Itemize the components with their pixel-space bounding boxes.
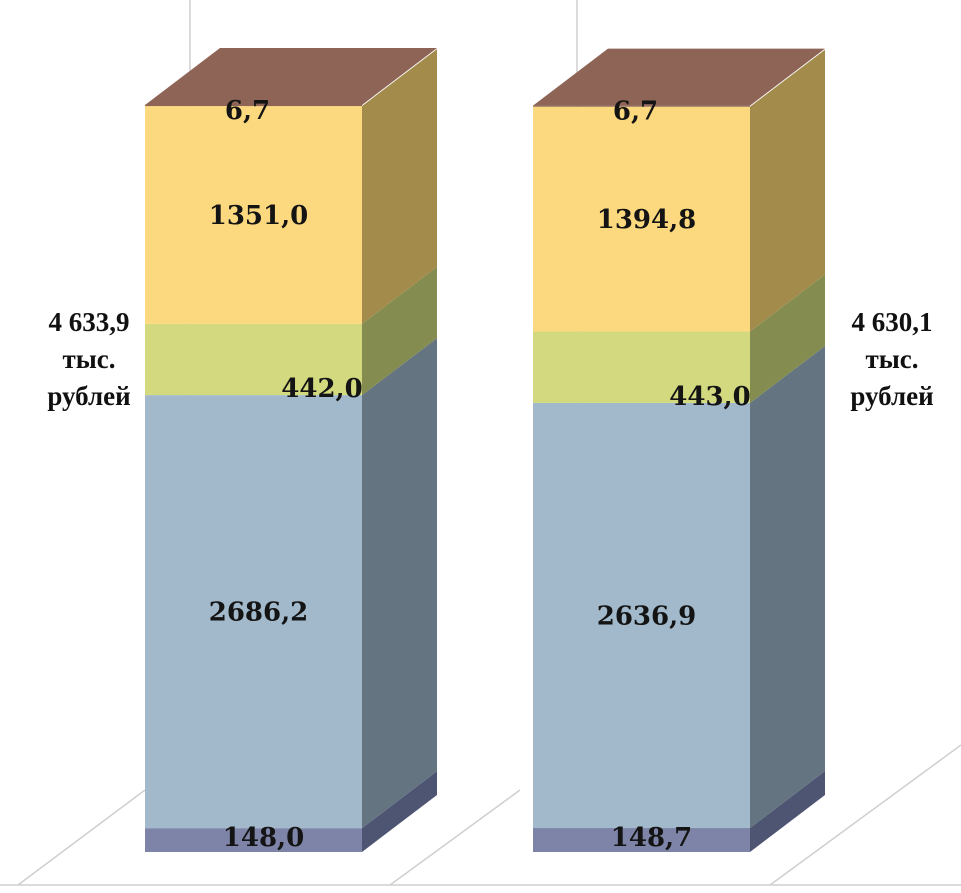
bar-1-segment-4-side bbox=[362, 49, 437, 324]
bars-group bbox=[145, 48, 825, 852]
bar-2-segment-3 bbox=[533, 331, 750, 403]
bar-2-label-1: 148,7 bbox=[611, 823, 692, 853]
bar-2-segment-3-side bbox=[750, 274, 825, 403]
bar-1-label-3: 442,0 bbox=[281, 374, 362, 404]
bar-2-top-cap bbox=[533, 48, 825, 106]
frame-line-5 bbox=[389, 789, 521, 886]
bar-1-total-unit-1: тыс. bbox=[62, 344, 116, 374]
frame-line-4 bbox=[17, 789, 146, 886]
bar-2-total-label: 4 630,1 тыс. рублей bbox=[817, 304, 961, 415]
frame-line-6 bbox=[769, 744, 961, 886]
bar-2-segment-2 bbox=[533, 402, 750, 829]
bar-2-segment-4 bbox=[533, 106, 750, 332]
bar-1-label-1: 148,0 bbox=[223, 823, 304, 853]
bar-1-segment-2-side bbox=[362, 338, 437, 829]
bar-2-total-unit-1: тыс. bbox=[865, 344, 919, 374]
bar-1-segment-3-side bbox=[362, 266, 437, 396]
bar-2-segment-5 bbox=[533, 105, 750, 107]
bar-1-segment-2 bbox=[145, 395, 362, 829]
bar-2-label-5: 6,7 bbox=[613, 97, 658, 127]
bar-1-label-5: 6,7 bbox=[225, 96, 270, 126]
bar-1-segment-4 bbox=[145, 106, 362, 324]
data-labels-group: 148,0 2686,2 442,0 1351,0 6,7 148,7 2636,9 443,… bbox=[209, 96, 751, 853]
bar-1-total-value: 4 633,9 bbox=[48, 307, 130, 337]
bar-2-segment-1-side bbox=[750, 771, 825, 852]
bar-2-segment-2-side bbox=[750, 345, 825, 829]
bar-1-segment-5 bbox=[145, 105, 362, 107]
bar-2-segment-4-side bbox=[750, 49, 825, 332]
bar-2-label-3: 443,0 bbox=[669, 382, 750, 412]
bar-1-label-4: 1351,0 bbox=[209, 201, 309, 231]
bar-1-total-unit-2: рублей bbox=[47, 381, 131, 411]
bar-2-total-value: 4 630,1 bbox=[851, 307, 933, 337]
bar-1-segment-1 bbox=[145, 828, 362, 852]
bar-1-label-2: 2686,2 bbox=[209, 598, 309, 628]
bar-1-segment-3 bbox=[145, 323, 362, 396]
bar-1-total-label: 4 633,9 тыс. рублей bbox=[14, 304, 164, 415]
bar-2-label-4: 1394,8 bbox=[597, 205, 697, 235]
bar-2-total-unit-2: рублей bbox=[850, 381, 934, 411]
bar-2-segment-1 bbox=[533, 828, 750, 852]
bar-2-label-2: 2636,9 bbox=[597, 601, 697, 631]
bar-1-top-cap bbox=[145, 48, 437, 105]
bar-1-segment-1-side bbox=[362, 771, 437, 852]
